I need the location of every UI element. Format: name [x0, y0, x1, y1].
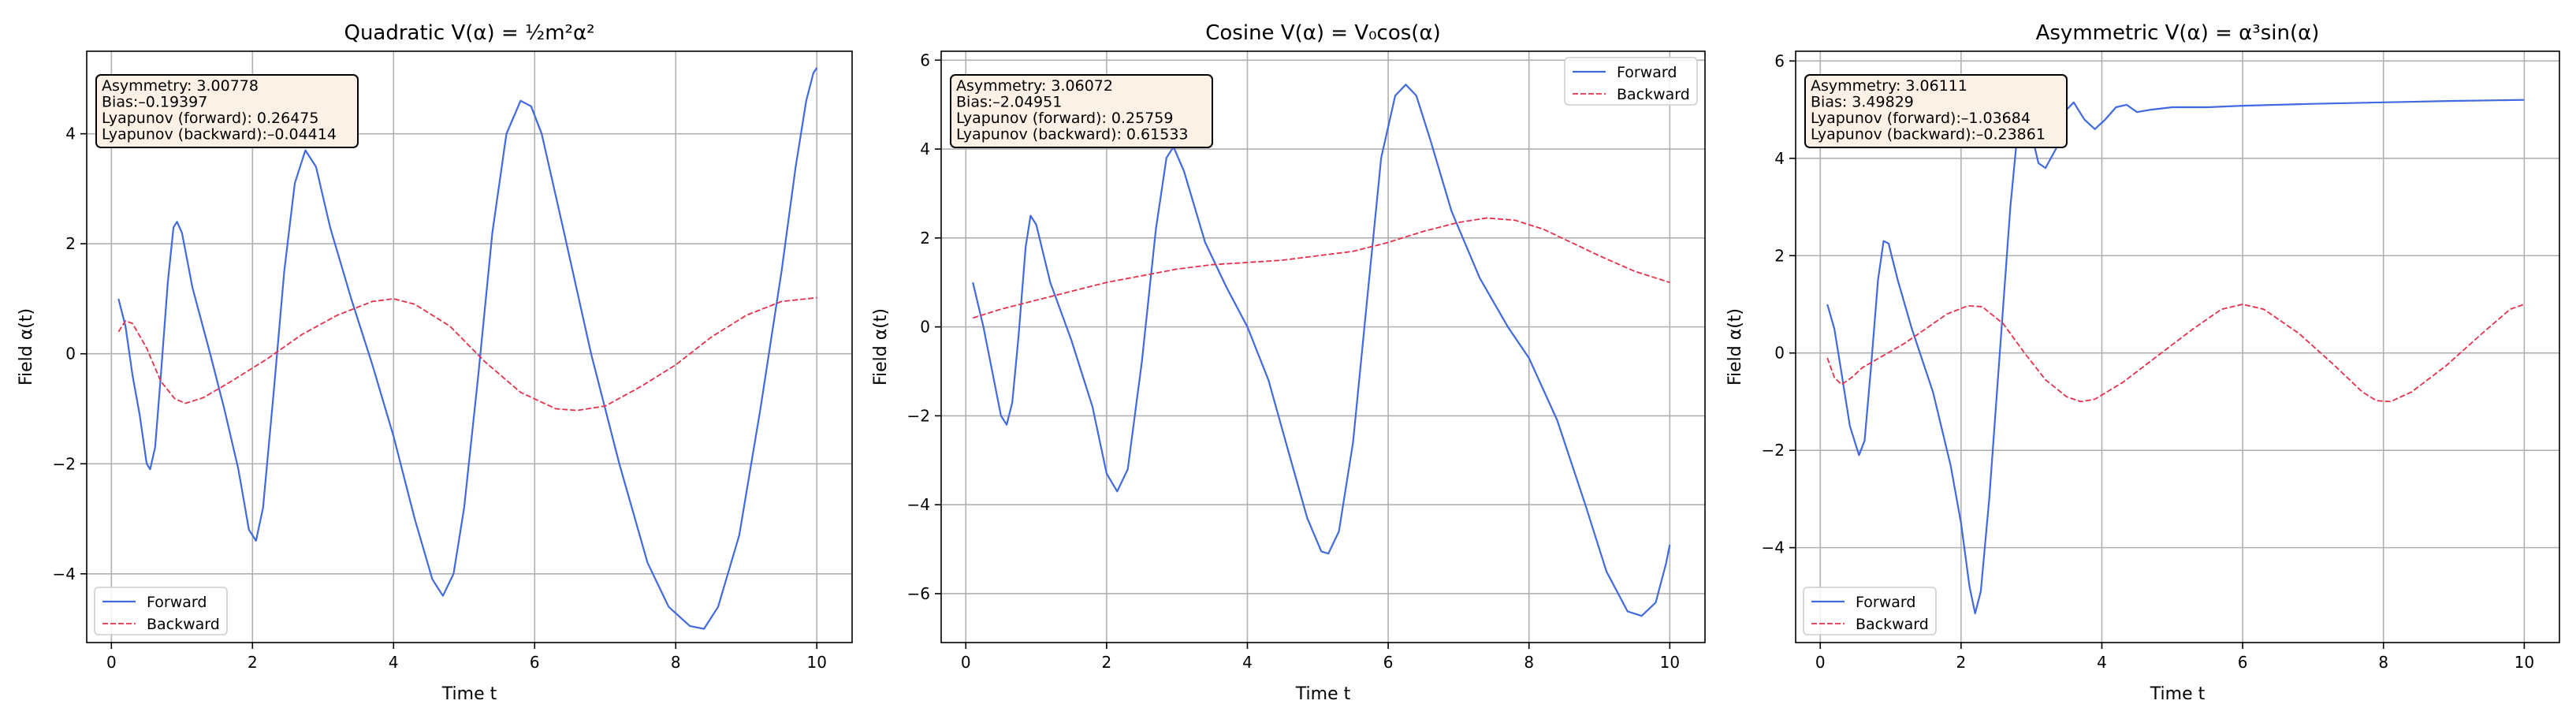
- x-axis-label: Time t: [1295, 684, 1351, 704]
- y-axis-label: Field α(t): [17, 308, 36, 386]
- y-tick-label: −2: [1762, 441, 1785, 460]
- y-tick-label: −4: [1762, 538, 1785, 557]
- y-tick-label: 2: [920, 229, 930, 248]
- backward-series-line: [972, 217, 1670, 319]
- legend: Forward Backward: [1803, 587, 1937, 635]
- info-box-line: Bias:–0.19397: [102, 94, 207, 111]
- info-box-line: Lyapunov (backward):–0.23861: [1811, 126, 2046, 143]
- info-box-line: Lyapunov (forward): 0.26475: [102, 110, 318, 127]
- x-tick-label: 2: [1102, 653, 1112, 672]
- y-tick-label: 6: [920, 50, 930, 69]
- legend-label: Backward: [147, 616, 220, 633]
- info-box-line: Lyapunov (forward):–1.03684: [1811, 110, 2031, 127]
- chart-title: Asymmetric V(α) = α³sin(α): [2036, 21, 2320, 45]
- chart-title: Quadratic V(α) = ½m²α²: [344, 21, 594, 45]
- y-tick-label: 2: [1774, 246, 1785, 265]
- backward-series-line: [1826, 304, 2525, 403]
- info-box: Asymmetry: 3.06072Bias:–2.04951Lyapunov …: [950, 74, 1213, 148]
- forward-series-line: [1826, 94, 2525, 615]
- y-tick-label: 6: [1774, 51, 1785, 70]
- chart-panel-2: 0 2 4 6 8 10 −6 −4 −2 0 2 4 6 Cosine V(α) = V₀cos(α) T…: [871, 21, 1706, 704]
- legend-label: Forward: [147, 594, 207, 611]
- x-axis-label: Time t: [441, 684, 497, 704]
- info-box-line: Lyapunov (backward):–0.04414: [102, 126, 337, 143]
- legend-frame: [1803, 587, 1937, 635]
- x-tick-label: 8: [2378, 653, 2388, 672]
- y-tick-label: 4: [920, 140, 930, 158]
- info-box-line: Bias: 3.49829: [1811, 94, 1914, 111]
- info-box-line: Asymmetry: 3.06072: [956, 77, 1113, 95]
- y-axis-label: Field α(t): [871, 308, 891, 386]
- y-tick-label: −4: [53, 565, 76, 583]
- legend-label: Backward: [1617, 86, 1690, 103]
- x-tick-label: 6: [530, 653, 540, 672]
- legend: Forward Backward: [94, 587, 228, 635]
- info-box: Asymmetry: 3.00778Bias:–0.19397Lyapunov …: [95, 74, 359, 148]
- y-axis-label: Field α(t): [1725, 308, 1745, 386]
- info-box-line: Lyapunov (forward): 0.25759: [956, 110, 1173, 127]
- plot-frame: [1795, 50, 2560, 643]
- x-tick-label: 6: [2238, 653, 2248, 672]
- info-box-line: Lyapunov (backward): 0.61533: [956, 126, 1189, 143]
- info-box-line: Asymmetry: 3.00778: [102, 77, 259, 95]
- legend-label: Forward: [1856, 594, 1915, 611]
- chart-panel-1: 0 2 4 6 8 10 −4 −2 0 2 4 Quadratic V(α) = ½m²α² Time…: [17, 21, 853, 704]
- x-tick-label: 4: [1242, 653, 1253, 672]
- legend: Forward Backward: [1564, 57, 1698, 106]
- y-tick-label: 0: [1774, 344, 1785, 363]
- x-tick-label: 10: [807, 653, 827, 672]
- y-tick-label: −4: [907, 495, 930, 514]
- x-tick-label: 4: [2097, 653, 2107, 672]
- legend-label: Backward: [1856, 616, 1929, 633]
- y-tick-label: −6: [907, 584, 930, 603]
- x-tick-label: 0: [1815, 653, 1826, 672]
- x-tick-label: 0: [106, 653, 117, 672]
- info-box-line: Asymmetry: 3.06111: [1811, 77, 1967, 95]
- x-axis-label: Time t: [2150, 684, 2206, 704]
- chart-panel-3: 0 2 4 6 8 10 −4 −2 0 2 4 6 Asymmetric V(α) = α³sin(α…: [1725, 21, 2560, 704]
- legend-frame: [1564, 57, 1698, 106]
- x-tick-label: 4: [389, 653, 399, 672]
- y-tick-label: 0: [920, 318, 930, 337]
- y-tick-label: −2: [907, 406, 930, 425]
- y-tick-label: 2: [65, 234, 76, 253]
- x-tick-label: 6: [1383, 653, 1394, 672]
- forward-series-line: [972, 84, 1671, 617]
- legend-frame: [94, 587, 228, 635]
- info-box-background: [95, 74, 359, 148]
- x-tick-label: 10: [1660, 653, 1680, 672]
- forward-series-line: [117, 67, 818, 630]
- x-tick-label: 10: [2515, 653, 2534, 672]
- backward-series-line: [117, 296, 817, 412]
- info-box-background: [950, 74, 1213, 148]
- x-tick-label: 8: [671, 653, 681, 672]
- legend-label: Forward: [1617, 64, 1677, 81]
- info-box-line: Bias:–2.04951: [956, 94, 1062, 111]
- y-tick-label: −2: [53, 454, 76, 473]
- plot-frame: [940, 50, 1706, 643]
- x-tick-label: 8: [1524, 653, 1534, 672]
- info-box-background: [1804, 74, 2068, 148]
- chart-title: Cosine V(α) = V₀cos(α): [1205, 21, 1440, 45]
- y-tick-label: 0: [65, 345, 76, 363]
- x-tick-label: 0: [961, 653, 971, 672]
- x-tick-label: 2: [1956, 653, 1967, 672]
- y-tick-label: 4: [1774, 149, 1785, 168]
- plot-frame: [86, 50, 853, 643]
- x-tick-label: 2: [248, 653, 258, 672]
- y-tick-label: 4: [65, 125, 76, 143]
